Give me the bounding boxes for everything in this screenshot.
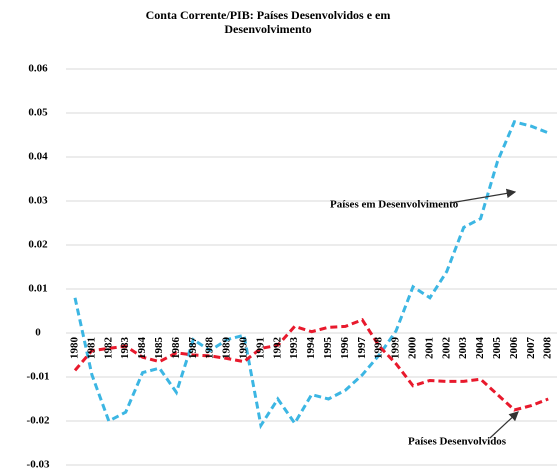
x-tick-label: 2001 xyxy=(423,337,435,359)
x-tick-label: 1990 xyxy=(238,337,250,360)
grid xyxy=(66,68,557,466)
x-tick-label: 1998 xyxy=(373,337,385,360)
arrow xyxy=(489,411,519,439)
x-tick-label: 1992 xyxy=(271,337,283,360)
x-tick-label: 1982 xyxy=(102,337,114,360)
x-tick-label: 1997 xyxy=(356,337,368,360)
series-line xyxy=(73,120,549,430)
x-tick-label: 1984 xyxy=(136,337,148,360)
x-tick-label: 1981 xyxy=(85,337,97,359)
series-line xyxy=(73,317,549,412)
x-tick-label: 2000 xyxy=(407,337,419,360)
x-tick-label: 1995 xyxy=(322,337,334,360)
y-tick-label: 0.06 xyxy=(28,63,48,75)
x-tick-label: 2007 xyxy=(525,337,537,360)
x-tick-label: 1989 xyxy=(221,337,233,360)
x-tick-label: 1993 xyxy=(288,337,300,360)
annotation: Países Desenvolvidos xyxy=(408,436,507,448)
y-tick-label: 0 xyxy=(35,327,41,339)
y-tick-label: 0.01 xyxy=(28,283,47,295)
x-tick-label: 1987 xyxy=(187,337,199,360)
x-tick-label: 1983 xyxy=(119,337,131,360)
x-tick-label: 2003 xyxy=(457,337,469,360)
x-tick-label: 1985 xyxy=(153,337,165,360)
y-tick-label: 0.05 xyxy=(28,107,48,119)
y-tick-label: -0.02 xyxy=(27,415,50,427)
x-tick-label: 2005 xyxy=(491,337,503,360)
x-tick-label: 2006 xyxy=(508,337,520,360)
y-tick-label: 0.02 xyxy=(28,239,48,251)
x-tick-label: 2004 xyxy=(474,337,486,360)
x-tick-label: 1999 xyxy=(390,337,402,360)
x-tick-label: 1996 xyxy=(339,337,351,360)
chart-title: Conta Corrente/PIB: Países Desenvolvidos… xyxy=(145,8,391,36)
x-tick-label: 2008 xyxy=(542,337,554,360)
annotation: Países em Desenvolvimento xyxy=(330,199,459,211)
x-tick-label: 2002 xyxy=(440,337,452,360)
y-tick-label: -0.01 xyxy=(27,371,50,383)
y-tick-label: 0.04 xyxy=(28,151,48,163)
series xyxy=(73,120,549,430)
y-tick-label: -0.03 xyxy=(27,459,50,469)
x-tick-label: 1986 xyxy=(170,337,182,360)
arrow xyxy=(449,188,517,204)
x-tick-label: 1980 xyxy=(69,337,81,360)
x-tick-label: 1991 xyxy=(254,337,266,359)
y-tick-label: 0.03 xyxy=(28,195,48,207)
x-tick-label: 1988 xyxy=(204,337,216,360)
x-tick-label: 1994 xyxy=(305,337,317,360)
